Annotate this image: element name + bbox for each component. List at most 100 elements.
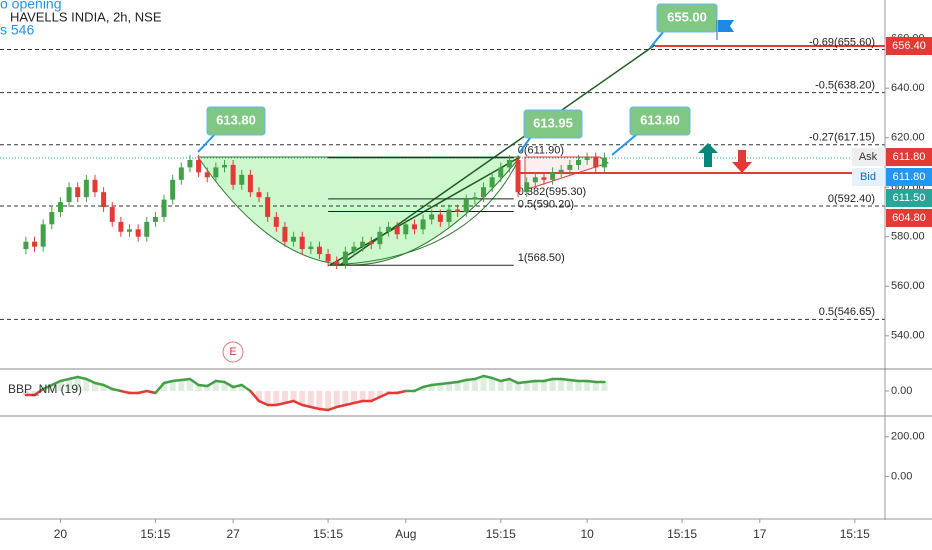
price-tag	[886, 189, 932, 207]
price-tag	[886, 209, 932, 227]
indicator-segment	[33, 387, 45, 397]
indicator-segment	[136, 389, 149, 395]
indicator-segment	[421, 383, 433, 389]
indicator-bar	[186, 379, 193, 391]
y-tick-label: 560.00	[891, 280, 925, 292]
candle-body	[489, 177, 495, 188]
indicator-bar	[523, 382, 530, 391]
fib-level-label: -0.69(655.60)	[809, 36, 875, 48]
candle-body	[342, 251, 348, 264]
indicator-bar	[273, 391, 280, 405]
indicator-segment	[516, 380, 528, 385]
event-marker[interactable]	[222, 341, 244, 363]
candle-body	[316, 246, 322, 255]
indicator-segment	[352, 399, 364, 405]
candle-body	[524, 182, 530, 193]
candle-body	[360, 241, 366, 247]
candle-body	[550, 172, 556, 180]
indicator-segment	[370, 395, 382, 403]
candle-body	[429, 214, 435, 220]
indicator-bar	[445, 383, 452, 391]
indicator-bar	[290, 391, 297, 401]
indicator-segment	[430, 382, 442, 387]
indicator-segment	[275, 401, 287, 407]
indicator-bar	[359, 391, 366, 401]
indicator-segment	[214, 379, 226, 384]
indicator-segment	[197, 383, 209, 388]
candle-body	[75, 187, 81, 198]
callout-pointer	[611, 134, 637, 156]
indicator-segment	[568, 378, 580, 383]
indicator-bar	[299, 391, 306, 405]
indicator-bar	[221, 382, 228, 391]
candle-body	[273, 216, 279, 227]
bid-label: Bid	[860, 171, 876, 183]
indicator-bar	[549, 379, 556, 391]
price-tag-label: 611.50	[893, 192, 926, 204]
indicator-bar	[351, 391, 357, 403]
callout	[629, 106, 691, 136]
candle-body	[308, 246, 314, 250]
candle-body	[532, 177, 538, 183]
indicator-segment	[490, 376, 503, 383]
x-tick-label: 10	[580, 527, 594, 541]
up-arrow[interactable]	[698, 143, 718, 167]
candle-body	[558, 169, 564, 173]
indicator-bar	[333, 391, 340, 407]
range-box	[524, 156, 610, 191]
indicator-bar	[428, 385, 435, 391]
price-tag-label: 604.80	[892, 212, 926, 224]
candle-body	[455, 209, 461, 212]
indicator-bar	[489, 378, 496, 391]
indicator-segment	[395, 389, 408, 395]
price-tag	[886, 37, 932, 55]
candle-body	[170, 179, 176, 200]
indicator-segment	[59, 377, 71, 383]
indicator-bar	[506, 379, 513, 391]
candle-body	[299, 236, 305, 250]
candle-body	[230, 164, 236, 185]
indicator-segment	[378, 391, 390, 399]
indicator-segment	[223, 380, 235, 389]
down-arrow[interactable]	[732, 150, 752, 173]
indicator-bar	[57, 381, 64, 391]
indicator-segment	[482, 374, 494, 380]
callout	[523, 109, 583, 139]
candle-body	[420, 219, 426, 230]
candle-body	[239, 174, 245, 185]
y-tick-label: 580.00	[891, 231, 925, 243]
price-tag-label: 611.80	[893, 151, 926, 163]
indicator-bar	[575, 381, 582, 391]
candle-body	[83, 179, 89, 198]
price-tag-label: 611.80	[893, 171, 926, 183]
indicator-bar	[497, 381, 504, 391]
candle-body	[498, 167, 504, 178]
x-tick-label: 17	[753, 527, 767, 541]
candle-body	[247, 174, 253, 193]
y-tick-label: 0.00	[891, 385, 912, 397]
indicator-bar	[66, 379, 73, 391]
fib-label: 0.382(595.30)	[518, 186, 587, 198]
indicator-segment	[456, 378, 468, 384]
indicator-bar	[230, 387, 237, 391]
trend-line	[339, 44, 656, 266]
x-tick-label: 27	[226, 527, 240, 541]
indicator-segment	[76, 375, 88, 381]
candle-body	[541, 177, 547, 180]
indicator-segment	[41, 383, 54, 391]
price-tag-label: 656.40	[892, 40, 926, 52]
candle-body	[127, 229, 133, 232]
note: s 546	[0, 22, 34, 38]
candle-body	[472, 197, 478, 200]
candle-body	[386, 226, 392, 232]
indicator-bar	[22, 391, 29, 395]
indicator-bar	[100, 385, 107, 391]
candle-body	[32, 241, 38, 247]
candle-body	[291, 236, 297, 242]
indicator-segment	[585, 379, 598, 384]
indicator-bar	[74, 377, 81, 391]
indicator-segment	[292, 399, 304, 407]
callout-label: 655.00	[667, 9, 707, 24]
